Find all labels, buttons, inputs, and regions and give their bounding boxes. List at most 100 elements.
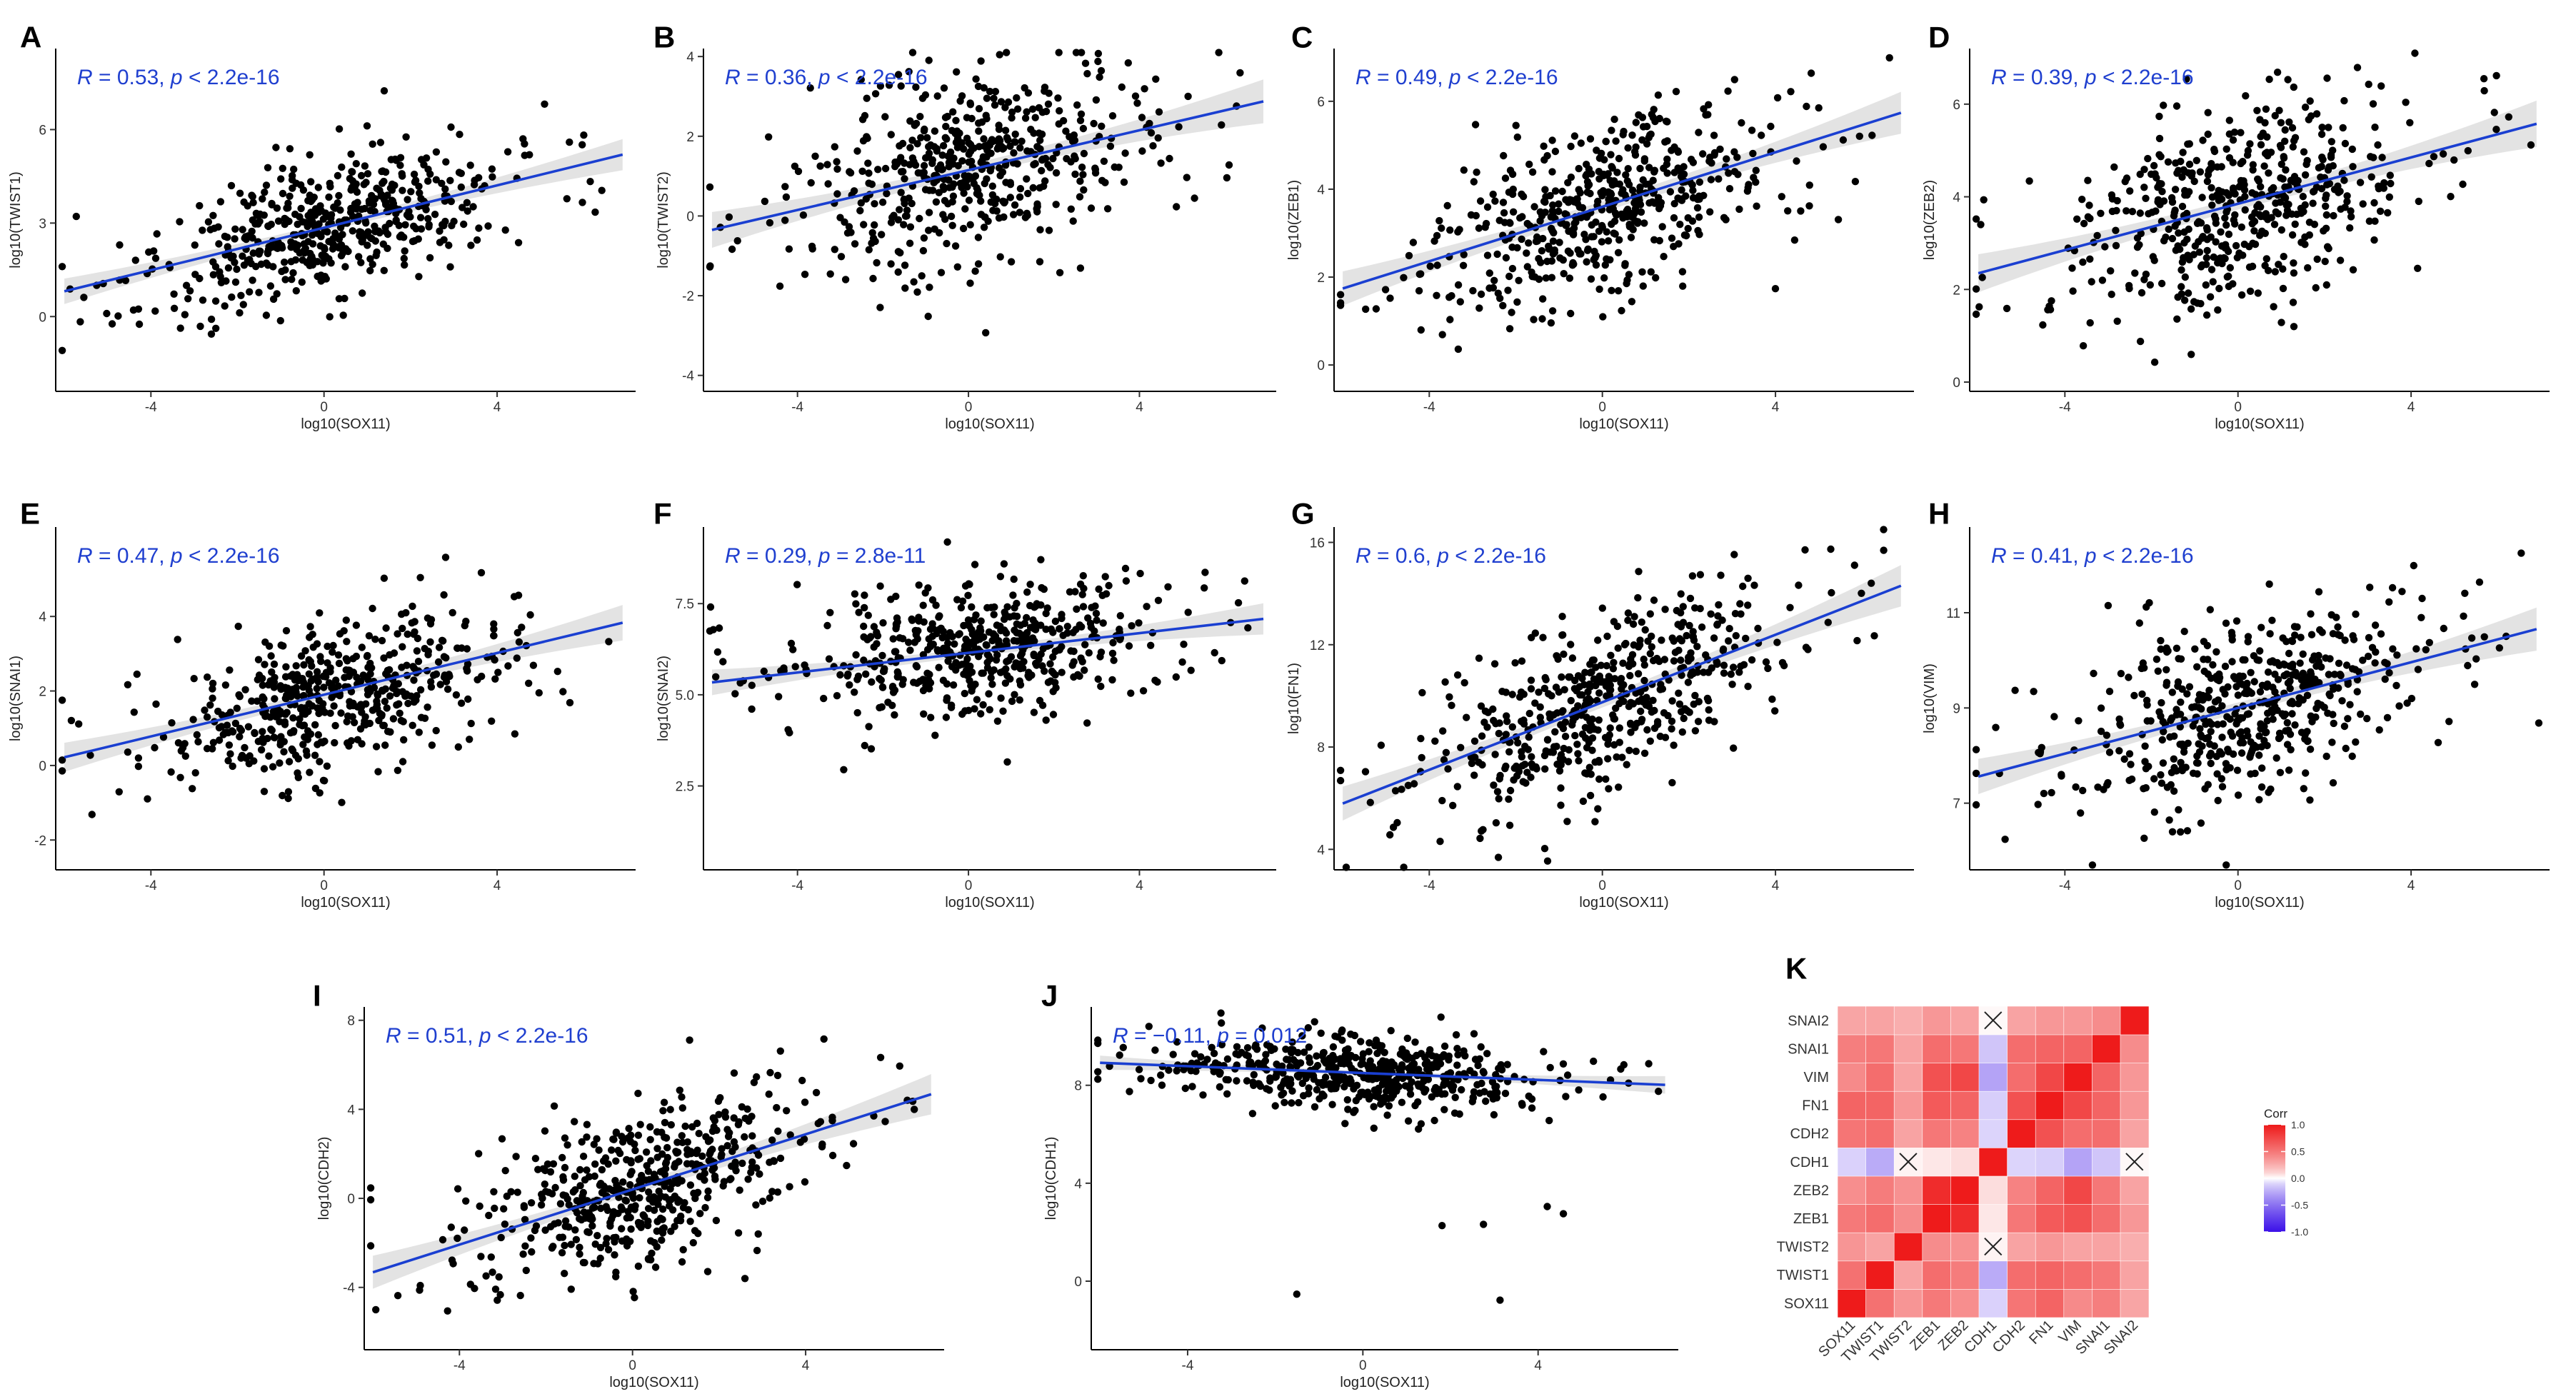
- scatter-point: [952, 116, 960, 124]
- scatter-point: [352, 652, 361, 661]
- scatter-point: [2356, 179, 2365, 186]
- scatter-point: [265, 642, 274, 650]
- scatter-point: [2172, 644, 2181, 652]
- scatter-point: [431, 211, 439, 219]
- scatter-point: [2414, 666, 2422, 673]
- scatter-point: [2388, 583, 2397, 592]
- scatter-point: [754, 1230, 762, 1238]
- p-value: < 2.2e-16: [2097, 544, 2194, 568]
- scatter-point: [1565, 673, 1573, 681]
- scatter-point: [612, 1233, 620, 1242]
- scatter-point: [852, 600, 860, 608]
- scatter-point: [236, 724, 244, 733]
- scatter-point: [1621, 261, 1629, 269]
- scatter-point: [996, 253, 1004, 261]
- scatter-point: [2177, 698, 2185, 706]
- scatter-point: [262, 711, 270, 720]
- scatter-point: [206, 226, 214, 234]
- p-symbol: p: [478, 1024, 491, 1048]
- scatter-point: [993, 651, 1001, 659]
- scatter-point: [1650, 106, 1658, 114]
- scatter-point: [2136, 209, 2144, 217]
- scatter-point: [841, 276, 850, 284]
- scatter-point: [938, 151, 946, 159]
- scatter-point: [1605, 686, 1614, 694]
- scatter-point: [1729, 663, 1738, 671]
- scatter-points: [706, 538, 1252, 774]
- y-tick-label: 0: [39, 759, 46, 774]
- scatter-point: [2112, 226, 2120, 234]
- scatter-point: [1495, 775, 1503, 783]
- scatter-point: [216, 198, 225, 206]
- scatter-point: [216, 268, 224, 276]
- scatter-point: [2371, 659, 2379, 667]
- scatter-point: [1118, 83, 1126, 91]
- scatter-point: [2176, 741, 2184, 748]
- p-symbol: p: [818, 544, 831, 568]
- scatter-point: [1710, 634, 1718, 642]
- scatter-point: [2322, 194, 2330, 202]
- scatter-point: [2327, 138, 2335, 146]
- scatter-point: [801, 271, 809, 279]
- scatter-point: [1803, 102, 1810, 111]
- scatter-point: [2185, 160, 2194, 169]
- scatter-point: [58, 767, 66, 775]
- scatter-point: [2312, 284, 2320, 292]
- scatter-point: [1730, 168, 1739, 176]
- scatter-point: [1638, 695, 1646, 703]
- scatter-point: [438, 179, 446, 187]
- scatter-point: [1473, 169, 1480, 176]
- scatter-point: [416, 214, 425, 221]
- scatter-point: [2141, 742, 2149, 751]
- scatter-point: [471, 1285, 478, 1293]
- scatter-point: [576, 1182, 584, 1190]
- scatter-point: [2221, 662, 2230, 671]
- scatter-point: [1508, 309, 1515, 316]
- scatter-point: [1677, 172, 1685, 181]
- scatter-point: [2197, 819, 2205, 827]
- scatter-point: [612, 1129, 621, 1137]
- p-value: < 2.2e-16: [2097, 66, 2194, 89]
- scatter-point: [439, 637, 447, 645]
- scatter-point: [618, 1133, 626, 1140]
- scatter-point: [456, 131, 463, 139]
- scatter-point: [2254, 289, 2262, 297]
- scatter-point: [1853, 636, 1861, 645]
- scatter-point: [1602, 138, 1610, 146]
- scatter-point: [1598, 191, 1606, 200]
- scatter-point: [617, 1203, 625, 1211]
- scatter-point: [2384, 209, 2392, 217]
- scatter-point: [441, 185, 449, 193]
- scatter-point: [284, 794, 292, 803]
- scatter-point: [80, 294, 88, 301]
- scatter-point: [372, 743, 381, 751]
- scatter-point: [1607, 151, 1615, 159]
- scatter-point: [189, 716, 197, 723]
- scatter-point: [816, 162, 824, 170]
- scatter-point: [916, 214, 923, 223]
- scatter-point: [306, 633, 314, 641]
- scatter-point: [1532, 763, 1540, 771]
- scatter-point: [1108, 676, 1116, 684]
- scatter-point: [286, 728, 295, 737]
- scatter-point: [2205, 686, 2213, 694]
- scatter-point: [971, 681, 979, 688]
- scatter-point: [329, 245, 337, 253]
- scatter-point: [2342, 744, 2350, 753]
- scatter-point: [1077, 110, 1086, 118]
- scatter-point: [1076, 177, 1084, 185]
- scatter-point: [323, 762, 331, 771]
- scatter-point: [2202, 224, 2211, 232]
- scatter-point: [2197, 731, 2205, 739]
- scatter-point: [1512, 121, 1520, 129]
- scatter-point: [2175, 655, 2182, 663]
- scatter-point: [399, 624, 406, 633]
- scatter-point: [2211, 698, 2220, 706]
- scatter-point: [602, 1240, 610, 1248]
- scatter-point: [369, 604, 376, 613]
- scatter-point: [1498, 688, 1506, 696]
- scatter-point: [1827, 545, 1835, 553]
- scatter-point: [1707, 176, 1715, 184]
- scatter-point: [2317, 163, 2325, 171]
- scatter-point: [121, 276, 130, 284]
